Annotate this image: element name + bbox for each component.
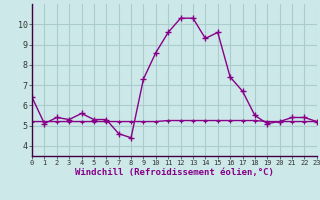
X-axis label: Windchill (Refroidissement éolien,°C): Windchill (Refroidissement éolien,°C) (75, 168, 274, 177)
